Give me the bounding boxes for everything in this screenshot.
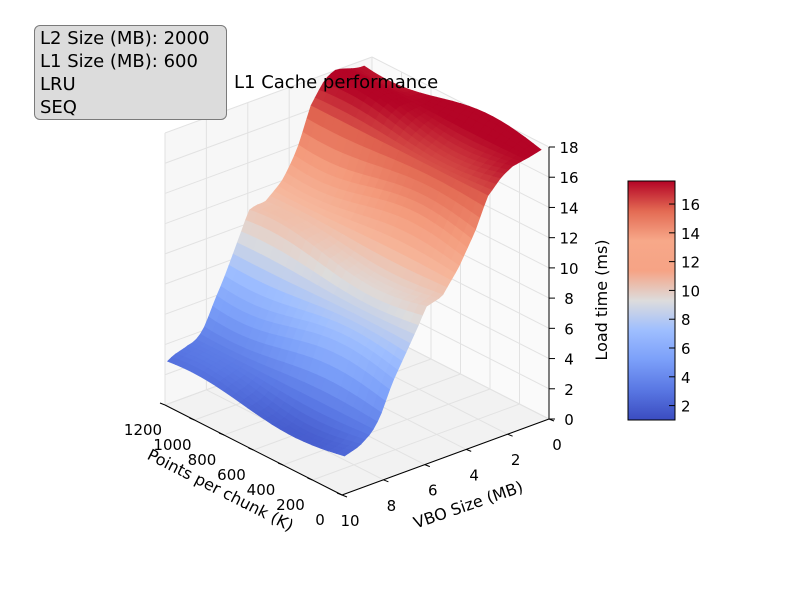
info-line-mode: SEQ: [40, 97, 77, 118]
z-tick-label: 18: [559, 139, 578, 157]
z-tick-label: 2: [564, 381, 574, 399]
info-line-l2: L2 Size (MB): 2000: [40, 28, 210, 49]
y-tick-label: 8: [387, 497, 397, 515]
y-tick-label: 10: [340, 512, 359, 530]
x-tick-label: 400: [247, 481, 276, 499]
x-tick-label: 200: [276, 496, 305, 514]
x-tick-label: 0: [315, 511, 325, 529]
y-tick-label: 6: [428, 482, 438, 500]
z-tick-label: 8: [564, 290, 574, 308]
z-tick-label: 0: [564, 411, 574, 429]
colorbar-tick-label: 2: [681, 398, 691, 416]
x-tick-label: 600: [217, 466, 246, 484]
colorbar-tick-label: 6: [681, 340, 691, 358]
z-tick-label: 12: [559, 230, 578, 248]
colorbar-tick-label: 16: [681, 196, 700, 214]
chart-title: L1 Cache performance: [234, 72, 439, 93]
z-axis-label: Load time (ms): [592, 239, 611, 360]
y-tick-label: 2: [511, 451, 521, 469]
colorbar-tick-label: 14: [681, 225, 700, 243]
x-tick-label: 1200: [124, 421, 162, 439]
z-tick-label: 4: [564, 351, 574, 369]
z-tick-label: 6: [564, 320, 574, 338]
colorbar-tick-label: 10: [681, 282, 700, 300]
z-tick-label: 16: [559, 169, 578, 187]
colorbar-tick-label: 4: [681, 369, 691, 387]
x-tick-label: 800: [188, 451, 217, 469]
surface: [166, 65, 542, 457]
y-tick-label: 0: [552, 436, 562, 454]
y-axis-line: [341, 418, 550, 496]
colorbar: 2 4 6 8 10 12 14 16: [627, 180, 700, 421]
y-tick-label: 4: [469, 466, 479, 484]
info-line-l1: L1 Size (MB): 600: [40, 51, 198, 72]
colorbar-tick-label: 12: [681, 254, 700, 272]
z-tick-label: 10: [559, 260, 578, 278]
colorbar-tick-label: 8: [681, 311, 691, 329]
z-tick-label: 14: [559, 199, 578, 217]
info-line-policy: LRU: [40, 74, 76, 95]
parameter-box: L2 Size (MB): 2000 L1 Size (MB): 600 LRU…: [34, 25, 227, 120]
x-tick-label: 1000: [153, 436, 191, 454]
